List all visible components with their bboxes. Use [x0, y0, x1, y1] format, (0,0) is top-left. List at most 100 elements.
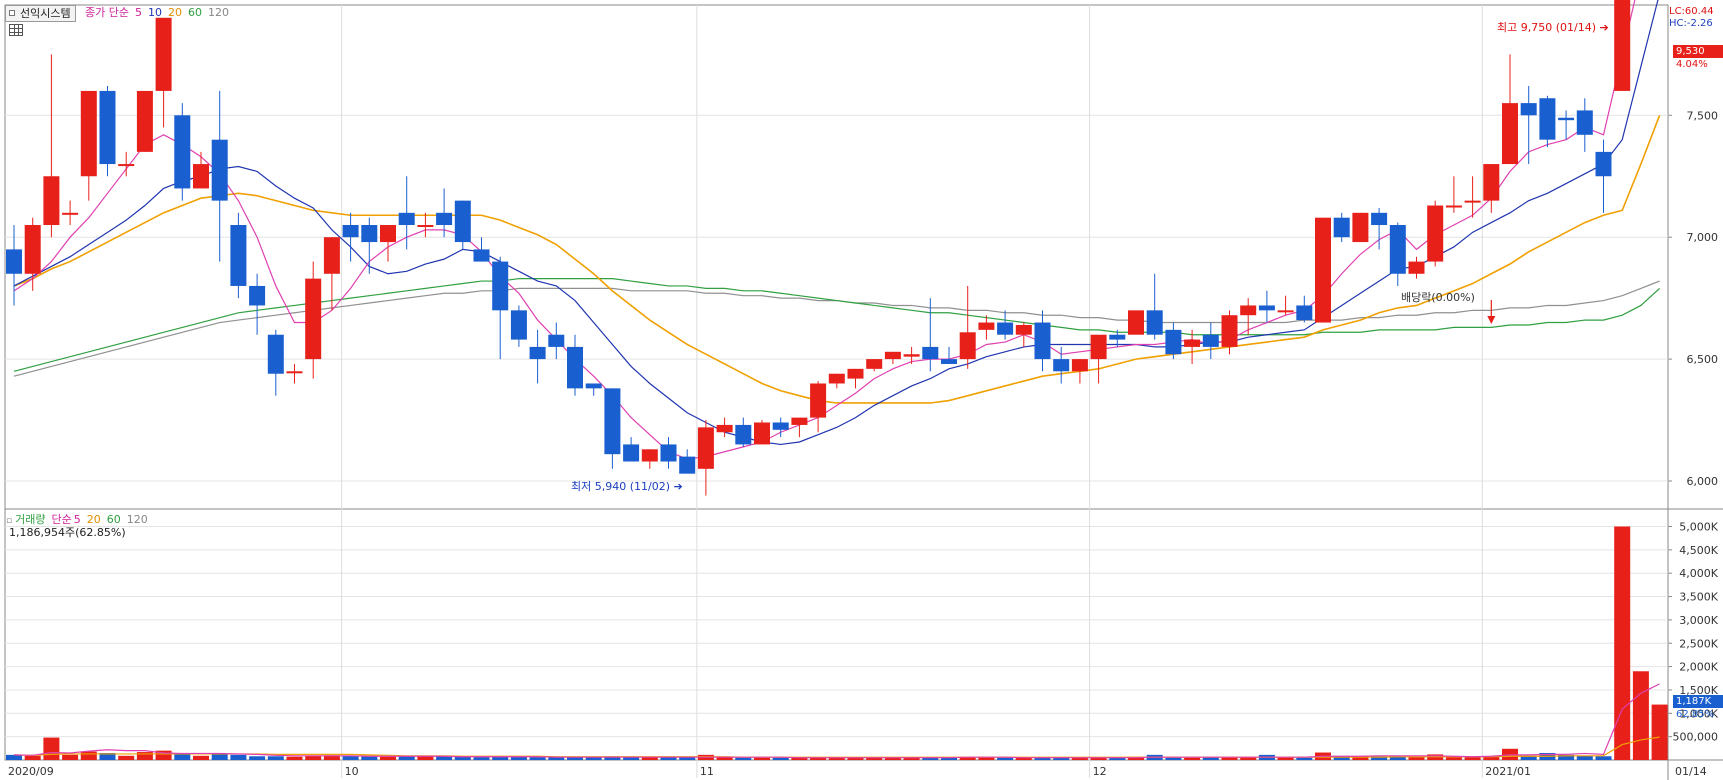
ma5-line [13, 0, 1636, 460]
volume-tick-label: 3,000K [1679, 614, 1718, 627]
stock-name-tab[interactable]: 선익시스템 [5, 5, 76, 22]
volume-bar [24, 755, 41, 760]
volume-bar [1296, 757, 1313, 760]
volume-bar [118, 755, 135, 760]
current-volume-tag: 1,187K [1673, 695, 1723, 708]
volume-bar [136, 752, 153, 760]
candle-up [286, 371, 303, 374]
high-label: 최고 9,750 (01/14) [1497, 21, 1597, 34]
candle-up [884, 351, 901, 360]
candle-up [380, 225, 396, 243]
volume-bar [884, 757, 901, 760]
volume-bar [1445, 757, 1462, 760]
low-label: 최저 5,940 (11/02) [571, 480, 671, 493]
volume-bar [828, 757, 845, 760]
table-icon[interactable] [9, 24, 23, 36]
volume-bar [1015, 757, 1032, 760]
candle-down [1576, 110, 1593, 135]
volume-bar [174, 753, 191, 760]
candle-down [211, 139, 228, 201]
low-annotation: 최저 5,940 (11/02) ➔ [571, 480, 683, 493]
lc-value: LC:60.44 [1669, 6, 1714, 17]
volume-tick-label: 1,500K [1679, 684, 1718, 697]
volume-bar [866, 757, 883, 760]
legend-ma120: 120 [207, 6, 229, 19]
candle-down [529, 346, 546, 360]
volume-bar [342, 755, 359, 760]
ma60-line [13, 278, 1661, 372]
volume-bar [604, 756, 621, 760]
volume-legend-ma5: 5 [73, 513, 81, 526]
candle-down [342, 225, 359, 238]
candle-down [1202, 334, 1219, 347]
candle-down [1520, 103, 1537, 116]
volume-bar [398, 755, 415, 760]
current-price-tag: 9,530 [1673, 45, 1723, 58]
volume-bar [1614, 526, 1631, 760]
tab-square-icon [9, 10, 15, 16]
volume-bar [791, 757, 808, 760]
volume-ma5-line [13, 683, 1660, 759]
volume-bar [997, 757, 1014, 760]
candle-down [548, 334, 565, 347]
candle-down [585, 383, 602, 389]
volume-ratio: 62.85% [1676, 709, 1715, 720]
candle-down [772, 422, 789, 430]
candle-up [1315, 217, 1331, 323]
candle-down [604, 388, 621, 455]
volume-bar [567, 756, 583, 760]
price-legend-type: 종가 단순 [85, 6, 129, 19]
candle-down [1258, 305, 1275, 311]
volume-bar [1389, 755, 1406, 760]
candle-down [473, 249, 490, 262]
volume-bar [1165, 757, 1182, 760]
candle-up [1464, 200, 1481, 203]
candle-down [510, 310, 527, 340]
stock-name: 선익시스템 [20, 7, 71, 20]
volume-bar [193, 755, 209, 760]
volume-bar [623, 757, 640, 760]
candle-down [454, 200, 471, 243]
volume-bar [922, 757, 939, 760]
candle-up [1090, 334, 1107, 360]
volume-legend-ma20: 20 [86, 513, 101, 526]
volume-bar [436, 756, 453, 760]
volume-bar [1071, 757, 1088, 760]
volume-bar [323, 755, 340, 760]
candle-down [436, 212, 453, 226]
volume-bar [1202, 757, 1219, 760]
hc-value: HC:-2.26 [1669, 18, 1713, 29]
candle-down [1389, 225, 1406, 274]
candle-up [903, 354, 920, 357]
volume-bar [903, 757, 920, 760]
volume-bar [6, 754, 22, 760]
candle-down [249, 285, 266, 306]
x-tick-label: 2020/09 [8, 765, 54, 778]
candle-down [997, 322, 1014, 335]
candle-down [1296, 305, 1313, 321]
candle-down [623, 444, 640, 462]
candle-up [791, 417, 808, 425]
volume-tick-label: 1,000K [1679, 707, 1718, 720]
candle-up [1221, 315, 1238, 347]
candle-down [99, 90, 116, 165]
candle-down [1371, 212, 1388, 226]
volume-tick-label: 2,000K [1679, 661, 1718, 674]
volume-bar [529, 757, 546, 760]
volume-bar [1240, 756, 1257, 760]
candle-down [1146, 310, 1163, 335]
volume-bar [978, 757, 995, 760]
candle-up [43, 176, 60, 226]
candle-down [1165, 329, 1182, 355]
volume-bar [735, 757, 752, 760]
volume-tick-label: 4,000K [1679, 567, 1718, 580]
volume-bar [1576, 755, 1593, 760]
volume-bar [211, 753, 228, 760]
candle-down [922, 346, 939, 360]
ex-dividend-annotation: 배당락(0.00%) [1401, 291, 1475, 304]
x-tick-label: 10 [345, 765, 359, 778]
high-annotation: 최고 9,750 (01/14) ➔ [1497, 21, 1609, 34]
x-tick-label: 01/14 [1675, 765, 1707, 778]
candle-up [1015, 324, 1032, 335]
